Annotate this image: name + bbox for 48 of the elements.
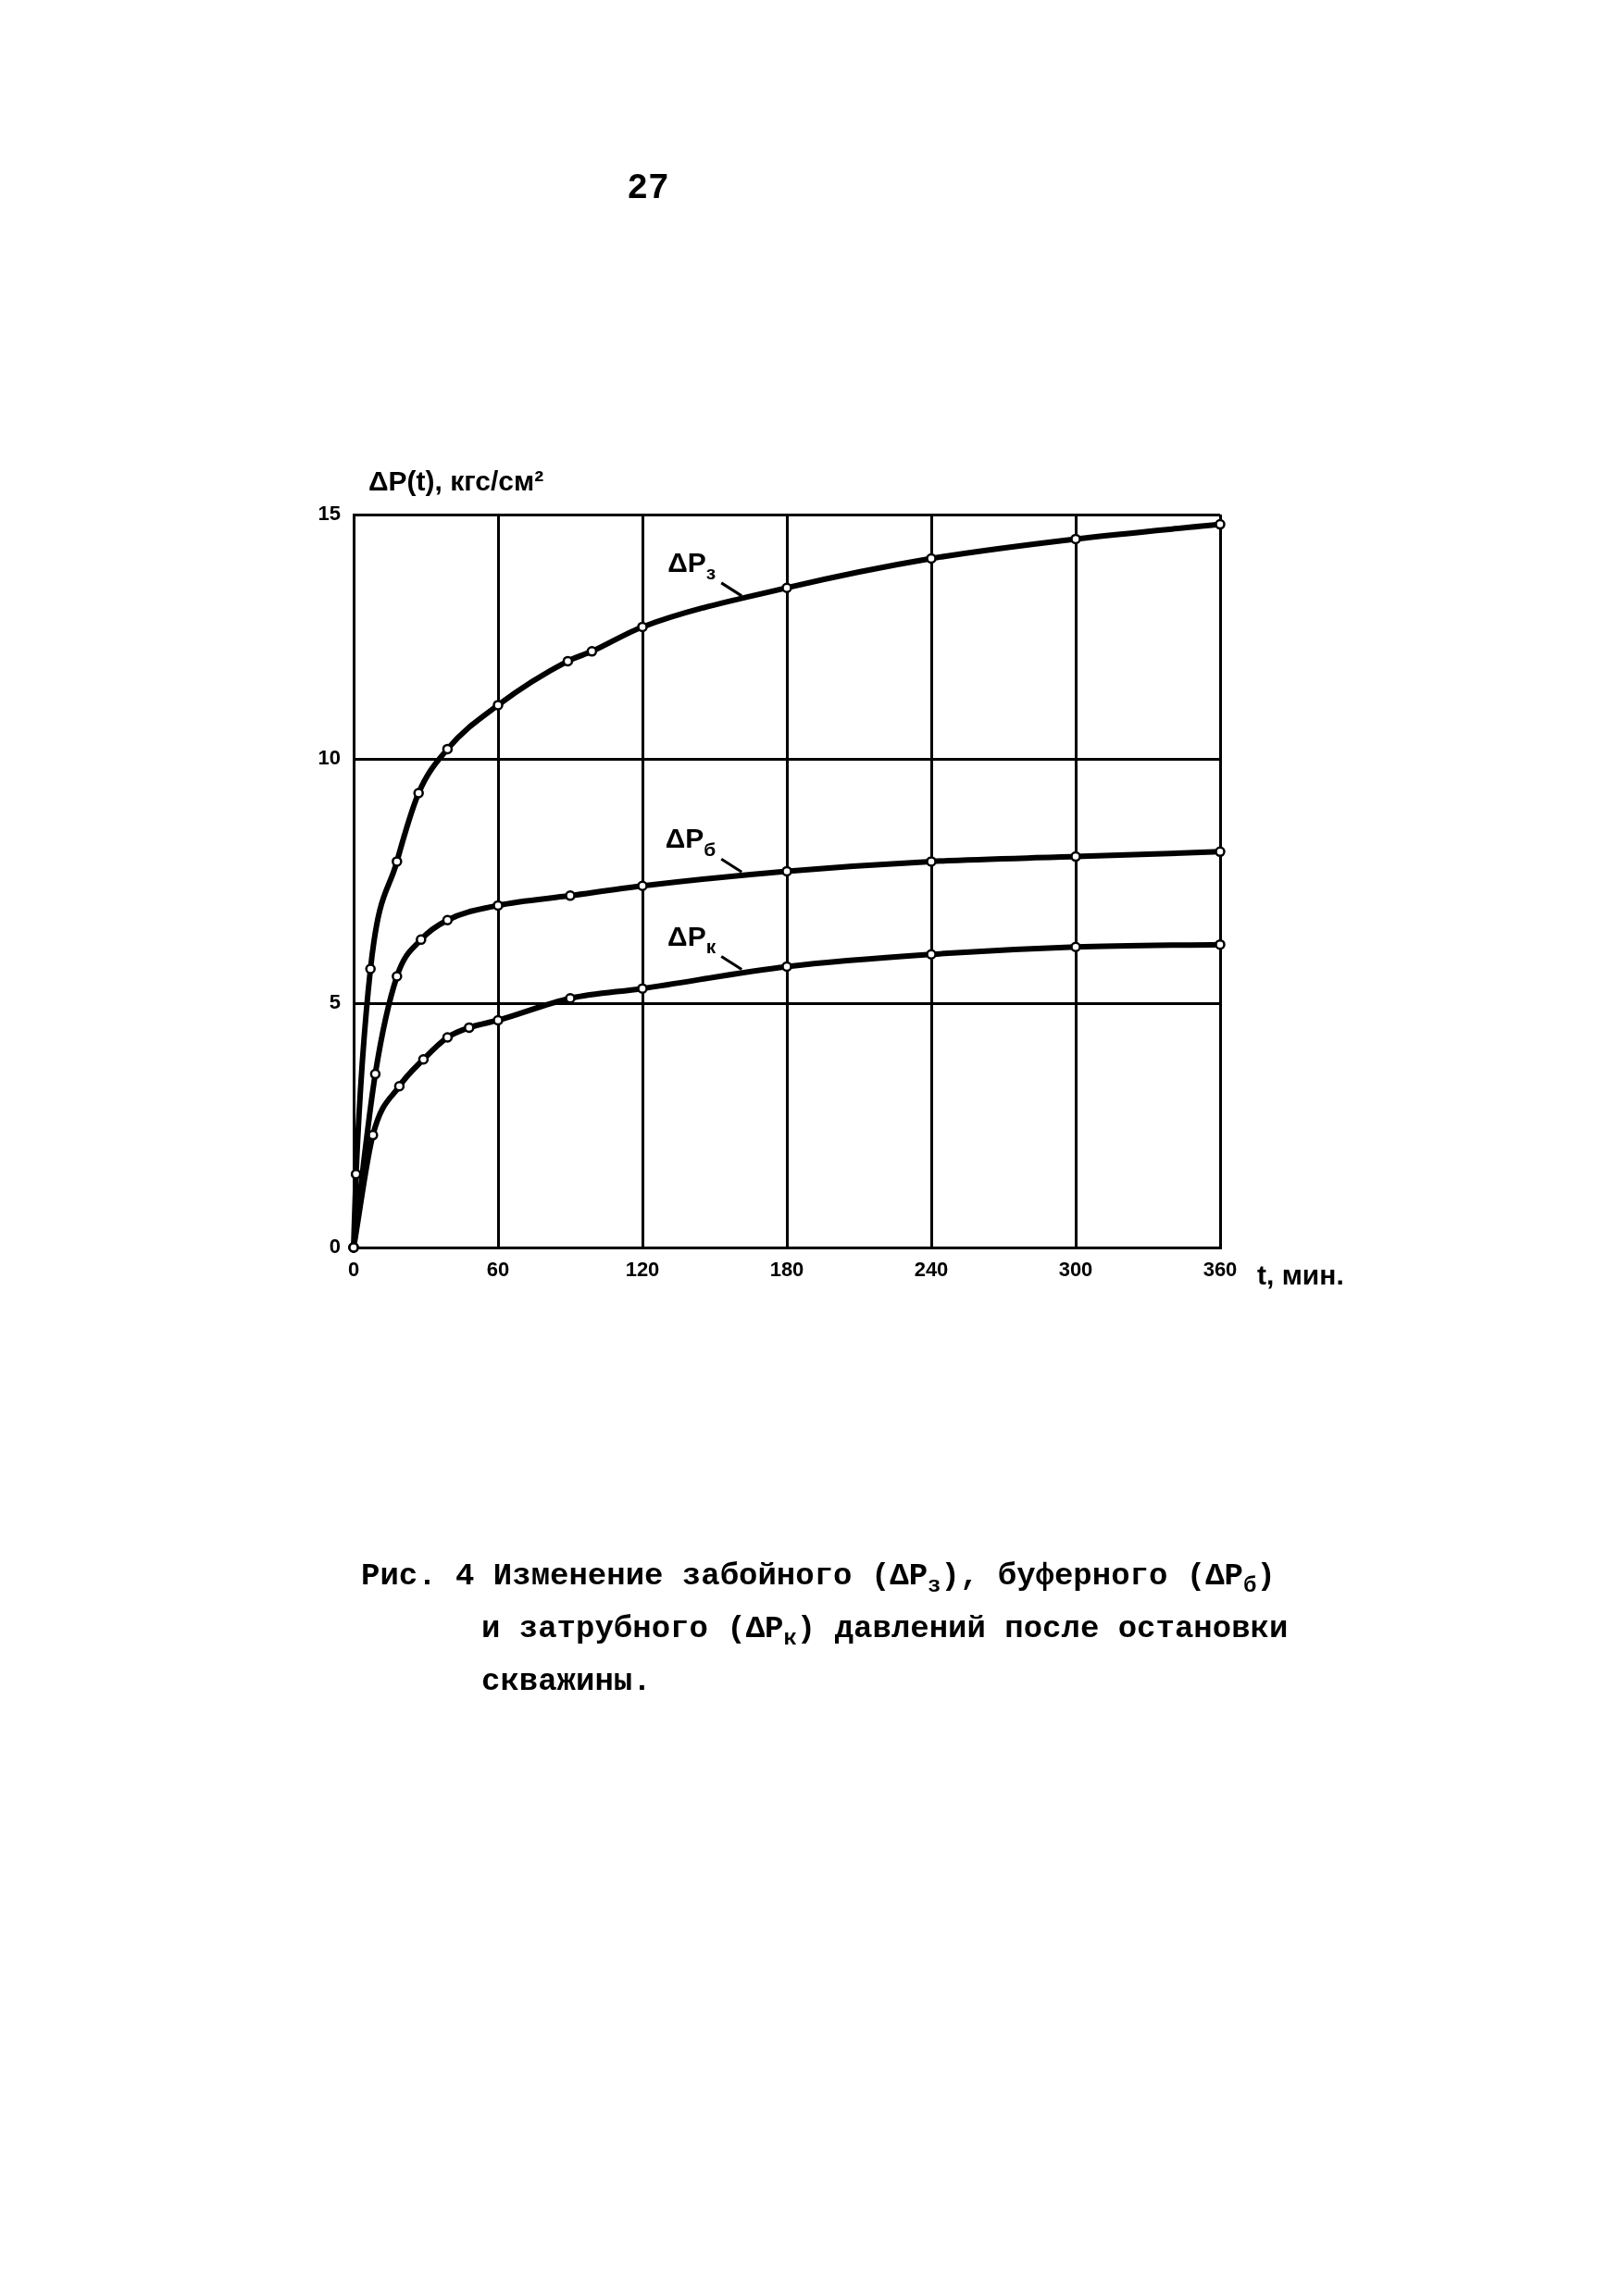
x-tick-label: 180 <box>769 1258 804 1282</box>
point <box>1215 938 1226 950</box>
point <box>637 621 648 633</box>
point <box>442 743 454 755</box>
point <box>369 1068 381 1080</box>
text: 27 <box>626 168 670 208</box>
point <box>413 788 424 799</box>
point <box>492 900 504 912</box>
point <box>392 856 403 867</box>
point <box>926 949 937 960</box>
x-axis-title: t, мин. <box>1257 1260 1344 1290</box>
point <box>393 1081 405 1092</box>
point <box>392 971 403 982</box>
point <box>562 655 574 667</box>
y-tick-label: 10 <box>318 746 341 770</box>
x-tick-label: 240 <box>914 1258 949 1282</box>
point <box>1070 533 1081 545</box>
point <box>464 1022 475 1034</box>
x-tick-label: 60 <box>486 1258 510 1282</box>
point <box>637 880 648 892</box>
point <box>1070 850 1081 863</box>
point <box>565 890 576 901</box>
point <box>492 1014 504 1026</box>
point <box>1215 518 1226 530</box>
x-tick-label: 360 <box>1203 1258 1238 1282</box>
point <box>926 856 937 867</box>
point <box>416 934 427 946</box>
x-tick-label: 300 <box>1058 1258 1093 1282</box>
point <box>781 865 792 877</box>
point <box>586 646 598 657</box>
y-tick-label: 15 <box>318 502 341 526</box>
point <box>926 552 937 565</box>
point <box>781 961 792 973</box>
point <box>1070 941 1081 953</box>
y-tick-label: 5 <box>329 990 341 1014</box>
point <box>781 582 792 593</box>
point <box>637 983 648 994</box>
text: Рис. 4 Изменение забойного (ΔP$_{з}$), буферного (ΔP$_{б}$) и затрубного (ΔP$_{к}$) давлений после остановки скважины. <box>361 1558 1289 1699</box>
x-tick-label: 120 <box>625 1258 660 1282</box>
point <box>442 914 454 925</box>
x-tick-label: 0 <box>347 1258 360 1282</box>
point <box>365 963 376 974</box>
point <box>417 1053 430 1065</box>
y-tick-label: 0 <box>329 1235 341 1259</box>
point <box>1215 846 1226 858</box>
y-axis-title: ΔP(t), кгс/см² <box>368 465 544 496</box>
point <box>442 1032 454 1043</box>
point <box>492 700 504 711</box>
